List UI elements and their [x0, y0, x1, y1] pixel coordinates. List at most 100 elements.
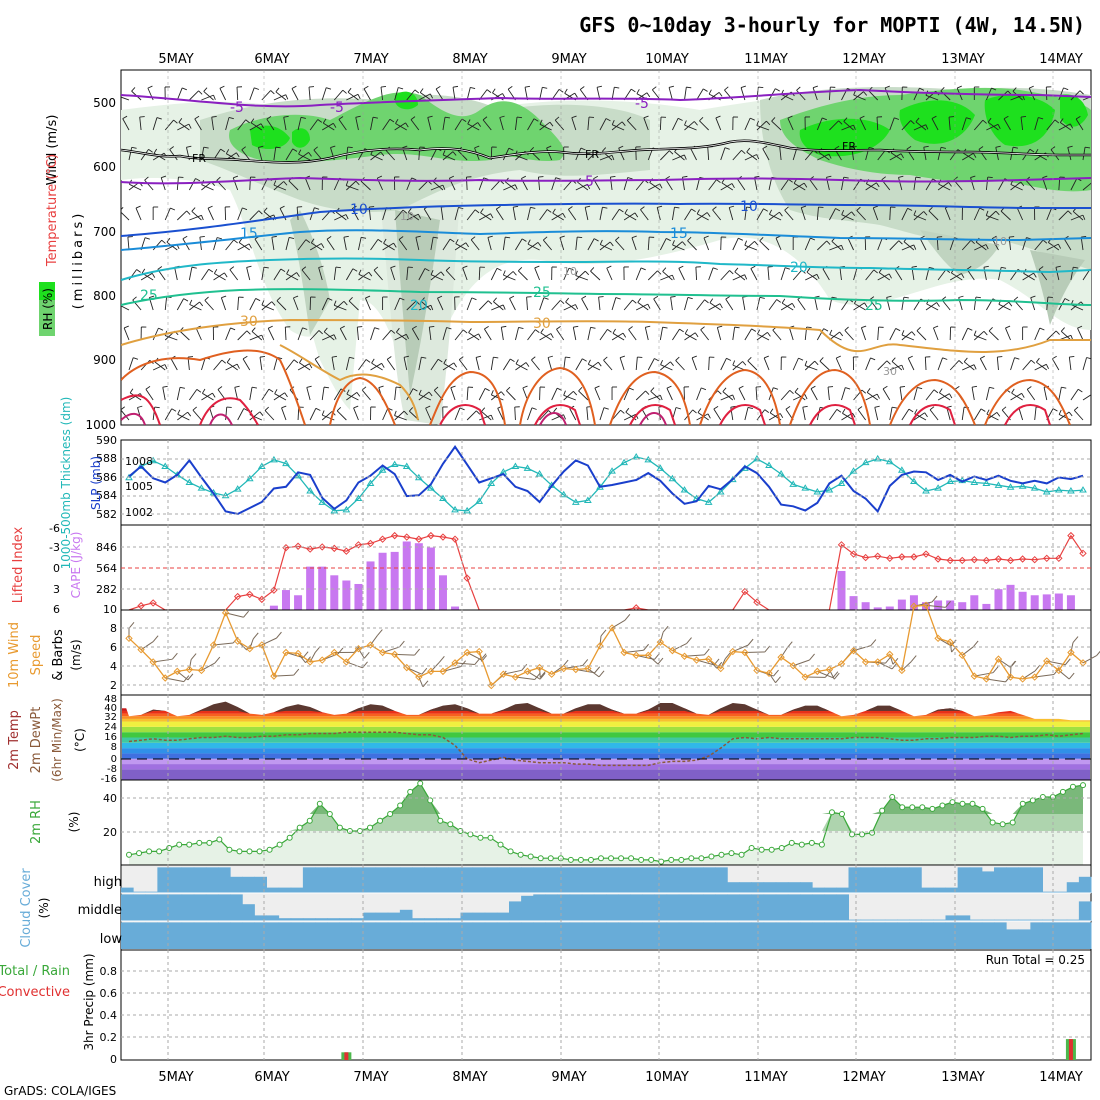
upper-barb	[437, 298, 444, 311]
cloud-bar	[606, 922, 619, 949]
upper-barb-flag	[546, 145, 552, 149]
date-label-bottom: 5MAY	[158, 1070, 193, 1085]
cloud-bar	[945, 922, 959, 949]
upper-barb-flag	[1030, 359, 1036, 364]
upper-barb	[901, 244, 915, 251]
temp-band	[122, 753, 1090, 759]
upper-barb	[810, 388, 818, 401]
upper-barb	[346, 180, 357, 191]
date-label-top: 8MAY	[452, 52, 487, 67]
upper-barb-flag	[1073, 266, 1079, 269]
upper-barb	[732, 150, 742, 161]
upper-barb-flag	[1045, 364, 1049, 369]
upper-barb-flag	[634, 212, 639, 218]
cloud-bar	[302, 867, 316, 893]
upper-barb	[628, 329, 637, 341]
upper-barb-flag	[916, 326, 921, 331]
upper-barb	[468, 332, 480, 341]
upper-barb	[264, 410, 275, 421]
upper-barb-flag	[243, 408, 249, 412]
upper-ytick-600: 600	[93, 160, 116, 174]
upper-barb	[610, 177, 613, 191]
upper-barb	[249, 176, 251, 191]
cloud-bar	[642, 867, 655, 893]
cloud-bar	[630, 894, 643, 921]
upper-barb-flag	[798, 357, 804, 361]
upper-barb-flag	[640, 267, 646, 271]
upper-barb	[890, 152, 903, 161]
upper-barb-flag	[421, 356, 427, 359]
cape-bar	[897, 599, 906, 610]
wind-speed-point	[366, 641, 375, 649]
upper-barb-flag	[173, 119, 178, 124]
rh-shading-mid-5	[1030, 250, 1085, 325]
upper-barb-flag	[578, 387, 583, 392]
upper-barb-flag	[1061, 386, 1067, 389]
upper-barb	[584, 207, 589, 221]
upper-barb-flag	[625, 407, 630, 413]
rh-point	[879, 807, 886, 814]
upper-barb-flag	[445, 266, 451, 271]
contour-label-minus5-a: -5	[230, 100, 244, 116]
upper-barb-flag	[228, 117, 234, 120]
thickness-marker	[825, 486, 834, 493]
upper-barb-flag	[816, 274, 820, 279]
upper-barb	[841, 298, 850, 311]
upper-barb-flag	[402, 209, 408, 214]
upper-barb-flag	[769, 209, 773, 215]
upper-barb	[666, 388, 673, 401]
upper-barb	[331, 357, 335, 371]
upper-barb-flag	[599, 239, 603, 245]
rh-point	[768, 846, 775, 853]
upper-barb	[687, 240, 697, 251]
upper-barb	[1046, 119, 1056, 131]
cloud-bar	[387, 912, 401, 921]
cloud-bar	[290, 887, 304, 893]
upper-barb-flag	[923, 211, 928, 216]
upper-barb	[470, 239, 480, 251]
upper-barb	[1070, 388, 1079, 401]
upper-barb-flag	[985, 210, 989, 216]
upper-barb	[333, 388, 342, 401]
isotherm-25	[121, 288, 1091, 306]
upper-barb	[251, 331, 263, 341]
lifted-index-point	[946, 556, 954, 565]
upper-barb	[152, 239, 163, 251]
cloud-ylabel-unit: (%)	[37, 898, 51, 919]
upper-barb	[599, 329, 608, 341]
upper-barb-flag	[563, 390, 566, 396]
upper-barb	[192, 409, 202, 421]
upper-barb	[1034, 327, 1041, 341]
upper-barb-flag	[587, 359, 591, 365]
rh-shading-bright-2	[292, 128, 310, 148]
wind-speed-point	[825, 665, 834, 674]
upper-barb-flag	[787, 115, 793, 119]
rh-point	[326, 811, 333, 817]
rh-point	[808, 839, 815, 846]
upper-barb-flag	[746, 147, 751, 153]
rh-point	[236, 848, 243, 855]
upper-barb-flag	[414, 89, 420, 94]
upper-barb	[122, 118, 130, 131]
rh-point	[828, 809, 835, 816]
upper-barb-flag	[353, 405, 359, 409]
upper-barb	[696, 88, 704, 101]
upper-barb	[695, 266, 698, 281]
upper-barb	[430, 148, 438, 161]
upper-barb	[298, 153, 311, 161]
cloud-bar	[1018, 867, 1031, 893]
wind-barb	[503, 669, 522, 675]
upper-barb-flag	[864, 302, 868, 308]
rh-point	[156, 848, 163, 855]
upper-barb-flag	[838, 120, 843, 125]
upper-barb	[249, 387, 253, 401]
cloud-bar	[436, 922, 449, 949]
upper-barb	[527, 407, 533, 421]
cloud-bar	[169, 867, 183, 893]
cloud-bar	[666, 894, 680, 921]
lifted-index-point	[1055, 554, 1063, 562]
upper-barb	[539, 123, 552, 131]
isotherm-45	[121, 412, 667, 425]
cloud-bar	[496, 922, 510, 949]
rh-panel: 40 20 2m RH (%)	[29, 779, 1092, 866]
